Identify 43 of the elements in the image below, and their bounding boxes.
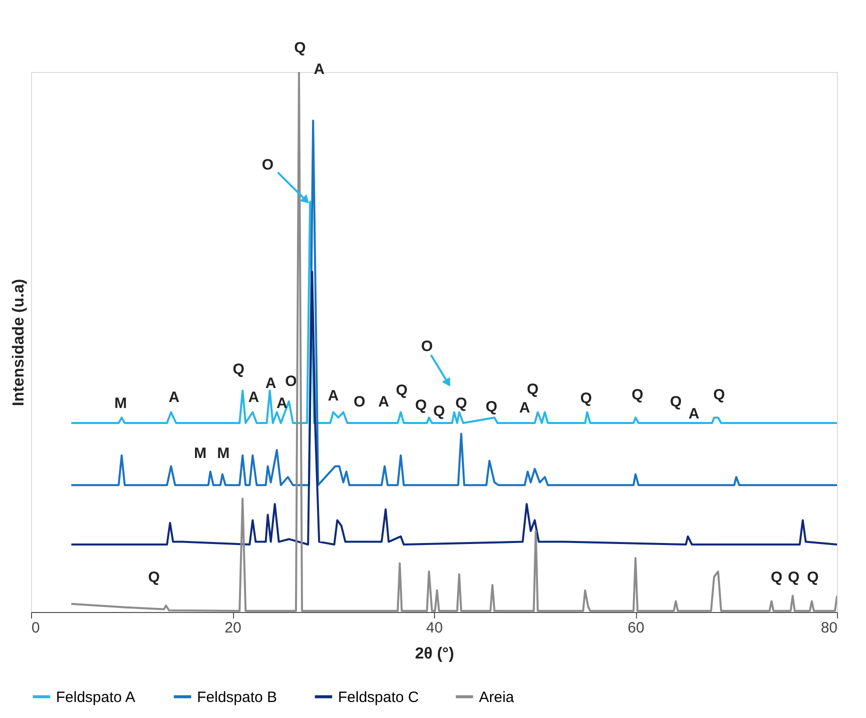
legend-label: Feldspato C: [338, 688, 420, 706]
annotation: M: [217, 445, 230, 462]
annotation: Q: [415, 397, 428, 414]
annotation: O: [421, 338, 434, 355]
annotation: A: [688, 405, 700, 422]
text: Q: [294, 40, 306, 57]
annotation: Q: [670, 393, 682, 410]
annotation: A: [265, 375, 276, 392]
annotation: Q: [788, 568, 800, 586]
annotation: Q: [486, 398, 498, 416]
annotation: Q: [580, 390, 592, 408]
annotation: O: [262, 156, 274, 174]
annotation: A: [328, 387, 339, 404]
annotation: A: [378, 393, 390, 410]
x-tick-label: 0: [32, 620, 40, 636]
annotation: A: [168, 389, 180, 406]
annotation: A: [276, 395, 288, 412]
annotation: Q: [632, 386, 644, 404]
legend-label: Feldspato A: [56, 688, 136, 706]
x-axis-title: 2θ (°): [414, 646, 454, 662]
x-tick-label: 80: [820, 620, 838, 636]
annotation: Q: [526, 380, 539, 398]
annotation: Q: [433, 403, 446, 420]
annotation: A: [519, 399, 530, 416]
legend-label: Areia: [479, 688, 515, 706]
annotation: Q: [713, 386, 726, 404]
x-tick-label: 20: [224, 620, 242, 636]
annotation: M: [194, 445, 207, 462]
annotation: O: [285, 372, 298, 390]
annotation: Q: [148, 568, 160, 586]
annotation: A: [248, 389, 260, 406]
annotation: Q: [396, 382, 408, 400]
legend-label: Feldspato B: [197, 688, 278, 706]
annotation: A: [314, 60, 325, 78]
x-tick-label: 60: [628, 620, 644, 636]
annotation: Q: [455, 395, 468, 412]
x-tick-label: 40: [426, 620, 443, 636]
annotation: M: [114, 395, 127, 412]
annotation: Q: [770, 568, 783, 586]
y-axis-title: Intensidade (u.a): [10, 278, 28, 406]
annotation: O: [354, 393, 366, 410]
annotation: Q: [232, 361, 245, 378]
annotation: Q: [806, 568, 819, 586]
